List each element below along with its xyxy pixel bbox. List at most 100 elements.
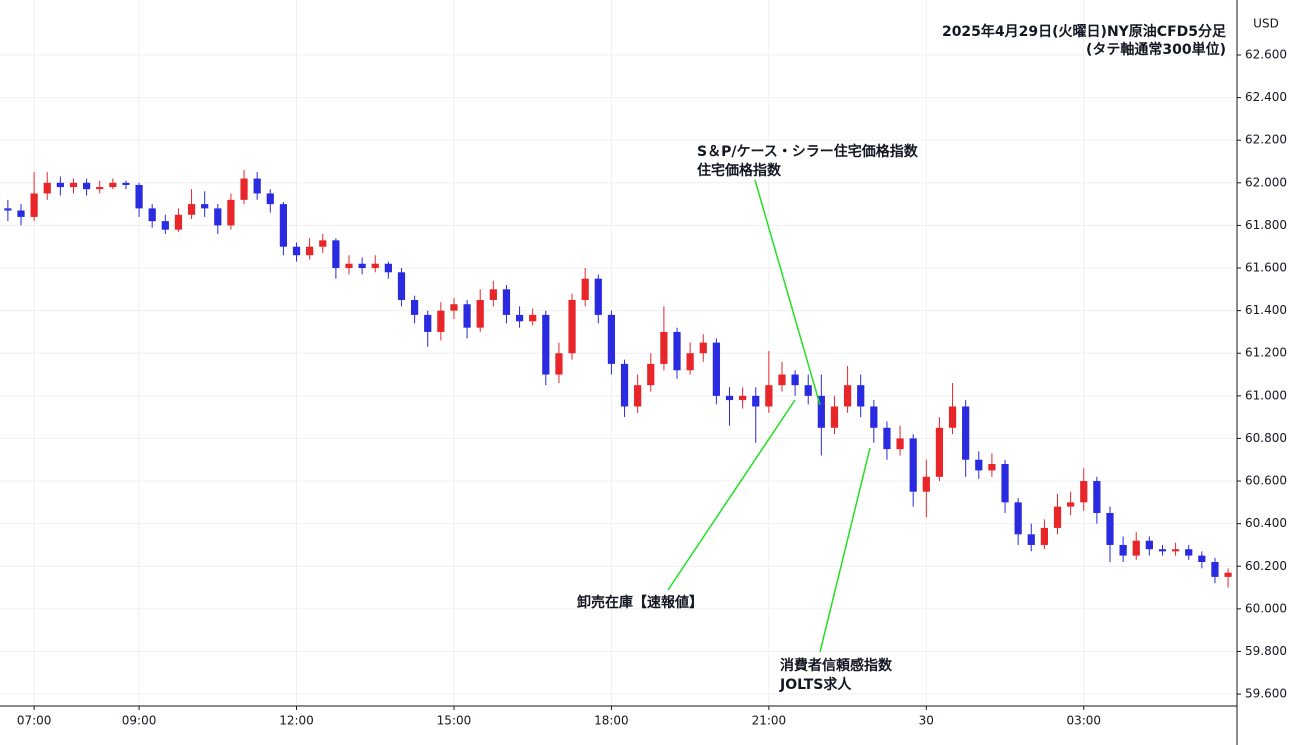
candle-body	[712, 342, 720, 396]
candle-body	[174, 214, 183, 230]
candle-body	[607, 314, 616, 364]
y-tick-label: 60.400	[1245, 516, 1287, 530]
candle-body	[581, 278, 589, 300]
annotation-line	[819, 447, 871, 653]
candle-body	[660, 331, 668, 364]
candle-body	[857, 385, 865, 407]
candle-body	[450, 304, 458, 311]
candle-body	[345, 263, 353, 269]
chart-title: 2025年4月29日(火曜日)NY原油CFD5分足	[942, 23, 1227, 40]
candle-body	[1001, 464, 1009, 503]
candle-body	[463, 304, 471, 328]
candle-body	[804, 385, 812, 396]
candle-body	[1158, 549, 1167, 552]
candle-body	[1132, 540, 1140, 556]
candle-body	[1093, 481, 1101, 513]
candle-body	[135, 184, 143, 209]
candle-body	[1145, 540, 1153, 550]
y-tick-label: 62.600	[1245, 47, 1287, 61]
candle-body	[791, 374, 799, 386]
y-tick-label: 61.800	[1245, 218, 1287, 232]
candle-body	[699, 342, 707, 354]
candle-body	[830, 406, 839, 428]
candle-body	[935, 427, 944, 477]
candle-body	[555, 353, 563, 375]
candle-body	[410, 299, 419, 315]
candle-body	[765, 385, 773, 407]
candle-body	[424, 314, 432, 332]
candle-body	[817, 395, 825, 428]
candle-body	[1106, 512, 1114, 545]
candle-body	[1080, 481, 1088, 503]
candle-body	[240, 178, 248, 200]
candle-body	[515, 314, 524, 322]
candle-body	[948, 406, 957, 428]
candle-body	[922, 476, 930, 492]
y-tick-label: 62.000	[1245, 175, 1287, 189]
y-unit: USD	[1253, 17, 1279, 31]
candle-body	[214, 208, 222, 226]
candle-body	[201, 204, 209, 209]
candle-body	[17, 210, 25, 217]
y-tick-label: 60.600	[1245, 474, 1287, 488]
candle-body	[568, 299, 576, 354]
candle-body	[161, 221, 169, 230]
candle-body	[371, 263, 379, 269]
candle-body	[227, 199, 235, 226]
y-tick-label: 61.000	[1245, 388, 1287, 402]
candle-body	[489, 289, 497, 300]
candle-body	[4, 208, 12, 211]
candle-body	[56, 182, 64, 188]
candle-body	[542, 314, 550, 375]
candle-body	[502, 289, 511, 315]
candle-body	[476, 299, 484, 328]
y-tick-label: 59.600	[1245, 687, 1287, 701]
candle-body	[292, 246, 301, 256]
candle-body	[1198, 555, 1206, 562]
y-tick-label: 61.400	[1245, 303, 1287, 317]
y-tick-label: 60.200	[1245, 559, 1287, 573]
annotation: 消費者信頼感指数	[780, 657, 893, 674]
y-tick-label: 61.600	[1245, 261, 1287, 275]
candle-body	[30, 193, 38, 217]
candle-body	[686, 353, 694, 371]
annotation-line	[667, 399, 796, 591]
candle-body	[529, 314, 537, 322]
candle-body	[870, 406, 878, 428]
candle-body	[634, 385, 642, 407]
candle-body	[896, 438, 904, 450]
x-tick-label: 30	[919, 714, 934, 728]
candle-body	[332, 240, 340, 269]
y-tick-label: 62.200	[1245, 133, 1287, 147]
candle-body	[82, 182, 91, 190]
candle-body	[988, 464, 996, 471]
candle-body	[962, 406, 970, 460]
candle-body	[909, 438, 917, 492]
x-tick-label: 07:00	[17, 714, 52, 728]
candle-body	[148, 208, 156, 222]
candle-body	[883, 427, 891, 450]
candle-body	[620, 363, 629, 407]
candle-body	[266, 193, 274, 205]
x-tick-label: 15:00	[437, 714, 472, 728]
candle-body	[778, 374, 786, 386]
candle-body	[253, 178, 261, 194]
annotation: JOLTS求人	[779, 676, 852, 693]
y-tick-label: 60.000	[1245, 601, 1287, 615]
annotation: 卸売在庫【速報値】	[577, 594, 703, 611]
annotation-line	[754, 179, 821, 406]
candle-body	[279, 204, 288, 247]
candle-body	[843, 385, 852, 407]
candle-body	[1014, 502, 1022, 535]
candle-body	[1040, 527, 1048, 545]
candle-body	[358, 263, 366, 269]
y-tick-label: 59.800	[1245, 644, 1287, 658]
candle-body	[69, 182, 78, 188]
candle-body	[1119, 544, 1127, 556]
candle-body	[319, 240, 327, 247]
y-tick-label: 61.200	[1245, 346, 1287, 360]
candle-body	[1027, 534, 1035, 545]
candle-body	[43, 182, 51, 194]
candle-body	[109, 182, 117, 188]
